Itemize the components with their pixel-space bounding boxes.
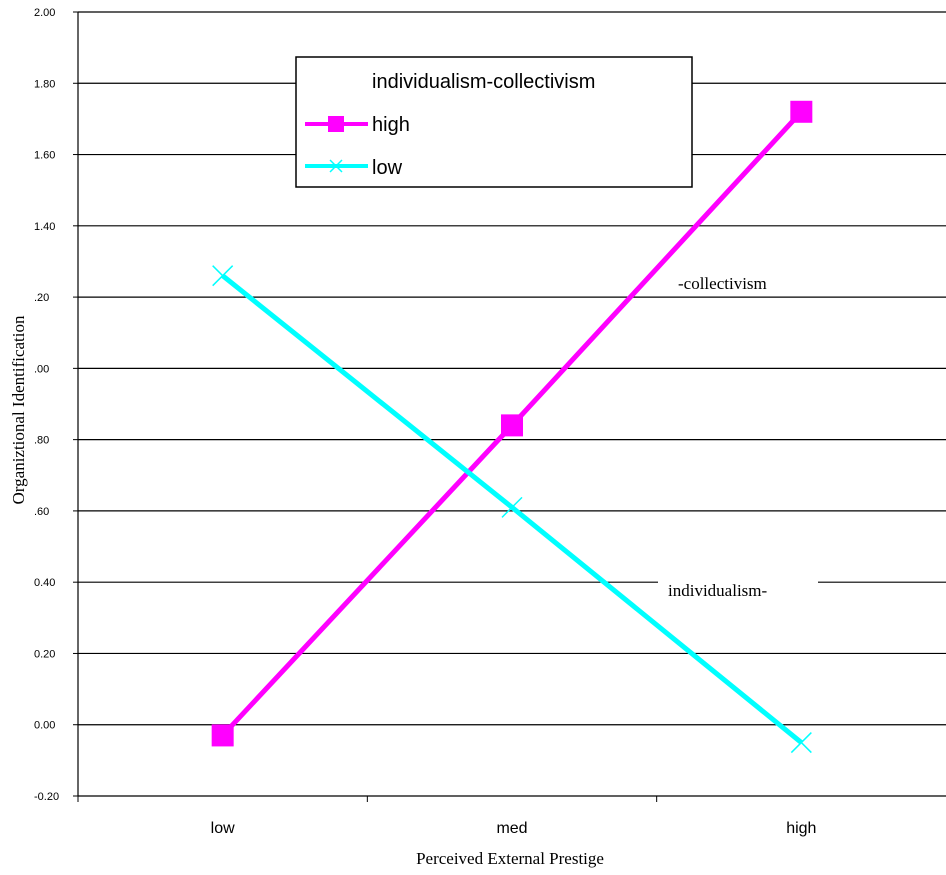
axes (73, 11, 946, 802)
x-axis-title: Perceived External Prestige (416, 849, 604, 868)
y-tick-label: .00 (34, 363, 49, 375)
y-tick-label: -0.20 (34, 791, 59, 803)
x-tick-label: med (496, 820, 527, 837)
data-point-low (790, 732, 812, 754)
data-point-low (501, 496, 523, 518)
annotation-individualism: individualism- (668, 581, 768, 600)
data-point-low (212, 265, 234, 287)
x-tick-label: low (211, 820, 235, 837)
y-tick-label: 1.60 (34, 150, 55, 162)
annotation-collectivism-bg (676, 270, 810, 294)
x-tick-labels: low med high (211, 820, 817, 837)
x-tick-label: high (786, 820, 816, 837)
data-point-x-stroke (212, 265, 234, 287)
data-point-x-stroke (790, 732, 812, 754)
data-series (211, 100, 813, 754)
y-tick-label: .80 (34, 435, 49, 447)
series-line-low (221, 273, 803, 745)
legend-high-marker (328, 116, 344, 132)
y-tick-label: 1.80 (34, 78, 55, 90)
y-tick-label: 0.20 (34, 648, 55, 660)
legend-low-label: low (372, 157, 403, 179)
y-tick-label: 1.40 (34, 221, 55, 233)
legend-high-label: high (372, 114, 410, 136)
data-point-high (211, 724, 234, 747)
y-tick-label: 0.00 (34, 720, 55, 732)
data-point-high (790, 100, 813, 123)
data-point-high (501, 414, 523, 437)
y-tick-label: 0.40 (34, 577, 55, 589)
annotation-individualism-bg (658, 575, 818, 603)
data-point-x-stroke (501, 496, 523, 518)
annotation-collectivism: -collectivism (678, 274, 767, 293)
y-tick-labels: -0.20 0.00 0.20 0.40 .60 .80 .00 .20 1.40 1.60 1.8… (34, 7, 59, 803)
y-tick-label: 2.00 (34, 7, 55, 19)
legend: individualism-collectivism high low (295, 56, 693, 188)
legend-title: individualism-collectivism (372, 71, 595, 93)
y-axis-title: Organiztional Identification (9, 315, 28, 504)
y-tick-label: .60 (34, 506, 49, 518)
y-tick-label: .20 (34, 292, 49, 304)
legend-low-marker (329, 159, 343, 173)
